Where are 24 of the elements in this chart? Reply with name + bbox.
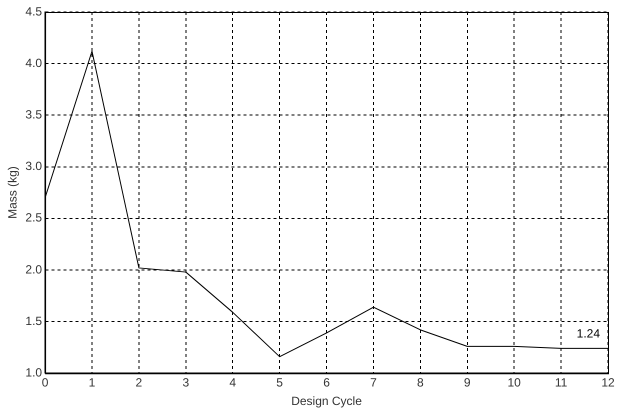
x-tick-label: 0 (42, 376, 49, 390)
annotation: 1.24 (576, 326, 600, 341)
y-tick-label: 1.5 (25, 314, 42, 328)
x-tick-label: 7 (370, 376, 378, 390)
y-axis-title: Mass (kg) (6, 166, 20, 219)
x-tick-label: 8 (417, 376, 424, 390)
x-tick-label: 4 (229, 376, 236, 390)
x-tick-label: 10 (508, 376, 522, 390)
x-tick-label: 6 (323, 376, 330, 390)
x-tick-label: 9 (464, 376, 471, 390)
y-tick-label: 2.0 (25, 262, 42, 276)
x-axis-title: Design Cycle (291, 394, 362, 408)
x-tick-label: 2 (136, 376, 143, 390)
x-tick-label: 3 (182, 376, 190, 390)
y-tick-label: 3.0 (25, 159, 42, 174)
x-tick-label: 12 (601, 376, 615, 390)
y-tick-label: 1.0 (25, 366, 42, 380)
x-tick-label: 5 (276, 376, 284, 390)
y-tick-label: 2.5 (25, 210, 42, 225)
y-tick-label: 3.5 (25, 108, 42, 122)
y-tick-label: 4.5 (25, 4, 42, 18)
x-tick-label: 11 (554, 376, 568, 390)
y-tick-label: 4.0 (25, 56, 42, 70)
x-tick-label: 1 (88, 376, 96, 390)
